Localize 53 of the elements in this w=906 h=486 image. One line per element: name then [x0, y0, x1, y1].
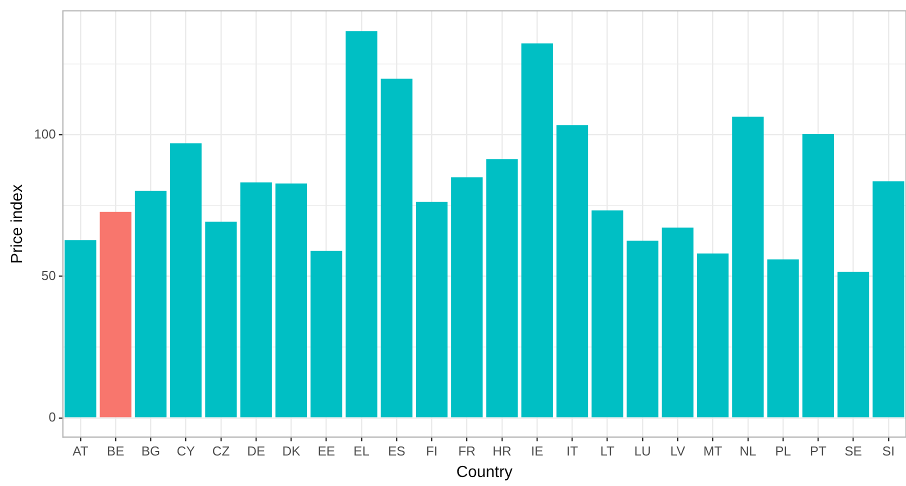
- x-tick-label: BG: [141, 444, 160, 459]
- bar: [838, 272, 870, 418]
- bar: [310, 250, 342, 418]
- bar: [696, 253, 729, 418]
- x-tick-label: PT: [810, 444, 827, 459]
- x-tick-label: FR: [458, 444, 476, 459]
- y-tick-label: 50: [41, 268, 56, 283]
- y-tick-label: 100: [34, 126, 56, 142]
- bar: [205, 222, 237, 418]
- bar: [521, 43, 553, 418]
- bar: [346, 31, 378, 418]
- bar: [380, 78, 412, 418]
- x-tick-label: HR: [492, 444, 512, 459]
- bar: [662, 228, 694, 418]
- bar: [802, 134, 834, 418]
- bar: [626, 240, 658, 418]
- bar: [732, 116, 764, 418]
- x-tick-label: AT: [72, 444, 88, 459]
- x-tick-label: EE: [318, 444, 336, 459]
- x-tick-label: PL: [775, 444, 791, 459]
- bar: [64, 240, 96, 418]
- x-tick-label: LV: [670, 444, 686, 459]
- x-tick-label: IE: [530, 444, 544, 459]
- bar: [100, 212, 132, 418]
- bar: [872, 181, 904, 418]
- bar: [592, 210, 624, 418]
- bar: [134, 190, 167, 418]
- y-tick-label: 0: [48, 410, 56, 425]
- x-tick-label: CY: [176, 444, 196, 459]
- x-tick-label: ES: [388, 444, 406, 459]
- x-tick-label: LT: [600, 444, 615, 459]
- x-tick-label: NL: [740, 444, 756, 459]
- bar: [767, 259, 799, 418]
- bar: [451, 177, 483, 418]
- bar: [275, 184, 308, 418]
- x-tick-label: MT: [703, 444, 722, 459]
- x-tick-label: DE: [247, 444, 266, 459]
- x-tick-label: IT: [566, 444, 578, 459]
- x-tick-label: SI: [882, 444, 895, 459]
- x-tick-label: SE: [844, 444, 862, 459]
- bar: [486, 159, 518, 418]
- bar: [170, 143, 202, 418]
- x-tick-label: EL: [354, 444, 370, 459]
- x-tick-label: FI: [426, 444, 438, 459]
- x-tick-label: DK: [282, 444, 301, 459]
- x-axis-title: Country: [456, 464, 512, 481]
- x-tick-label: CZ: [212, 444, 230, 459]
- bar: [556, 125, 588, 418]
- y-axis-title: Price index: [9, 184, 26, 264]
- bar: [416, 202, 448, 418]
- x-tick-label: LU: [634, 444, 651, 459]
- bar: [240, 182, 272, 418]
- x-tick-label: BE: [106, 444, 125, 459]
